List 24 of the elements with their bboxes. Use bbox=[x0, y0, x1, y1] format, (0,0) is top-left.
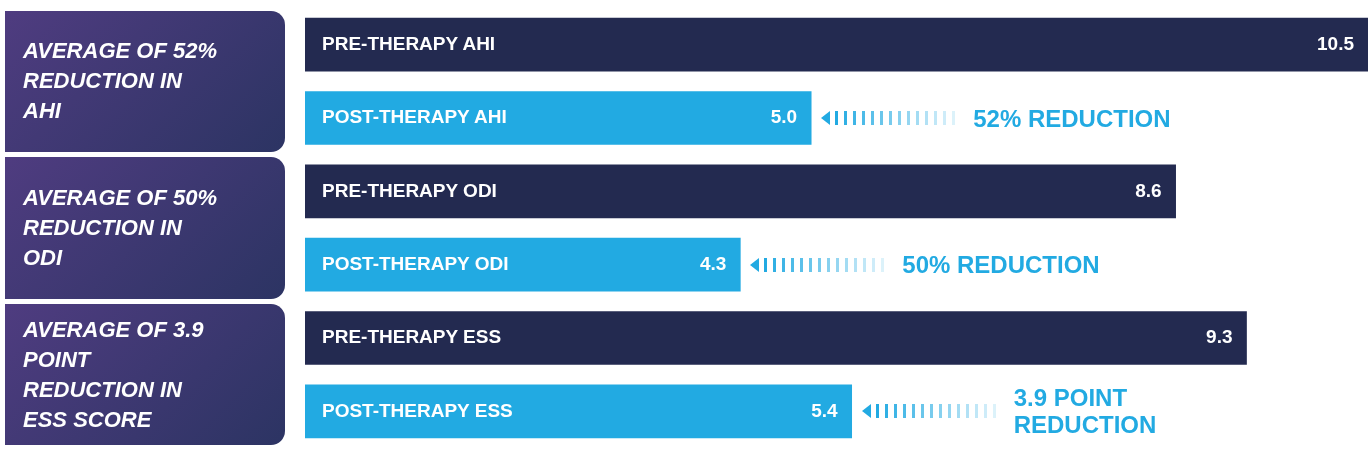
data-label: 9.3 bbox=[1206, 326, 1233, 348]
annotation: 3.9 POINT REDUCTION bbox=[1013, 384, 1158, 439]
bar bbox=[305, 384, 853, 439]
annotation: 50% REDUCTION bbox=[902, 251, 1100, 279]
y-tick-label: POST-THERAPY ODI bbox=[322, 252, 509, 274]
data-label: 5.4 bbox=[811, 399, 839, 421]
y-tick-label: POST-THERAPY ESS bbox=[322, 399, 513, 421]
y-tick-label: PRE-THERAPY ODI bbox=[322, 179, 497, 201]
y-tick-label: PRE-THERAPY ESS bbox=[322, 326, 502, 348]
label-panel: AVERAGE OF 3.9 POINT REDUCTION IN ESS SCORE bbox=[5, 304, 285, 446]
y-tick-label: PRE-THERAPY AHI bbox=[322, 32, 496, 54]
bar bbox=[305, 17, 1368, 72]
data-label: 5.0 bbox=[770, 106, 798, 128]
data-label: 8.6 bbox=[1135, 179, 1162, 201]
bar bbox=[305, 164, 1176, 219]
data-label: 4.3 bbox=[699, 252, 727, 274]
bar bbox=[305, 91, 812, 145]
y-tick-label: POST-THERAPY AHI bbox=[322, 106, 507, 128]
label-panel: AVERAGE OF 50% REDUCTION IN ODI bbox=[5, 157, 285, 299]
bar bbox=[305, 311, 1247, 365]
label-panel: AVERAGE OF 52% REDUCTION IN AHI bbox=[5, 10, 285, 152]
data-label: 10.5 bbox=[1317, 32, 1355, 54]
annotation: 52% REDUCTION bbox=[973, 104, 1171, 132]
bar bbox=[305, 237, 741, 292]
